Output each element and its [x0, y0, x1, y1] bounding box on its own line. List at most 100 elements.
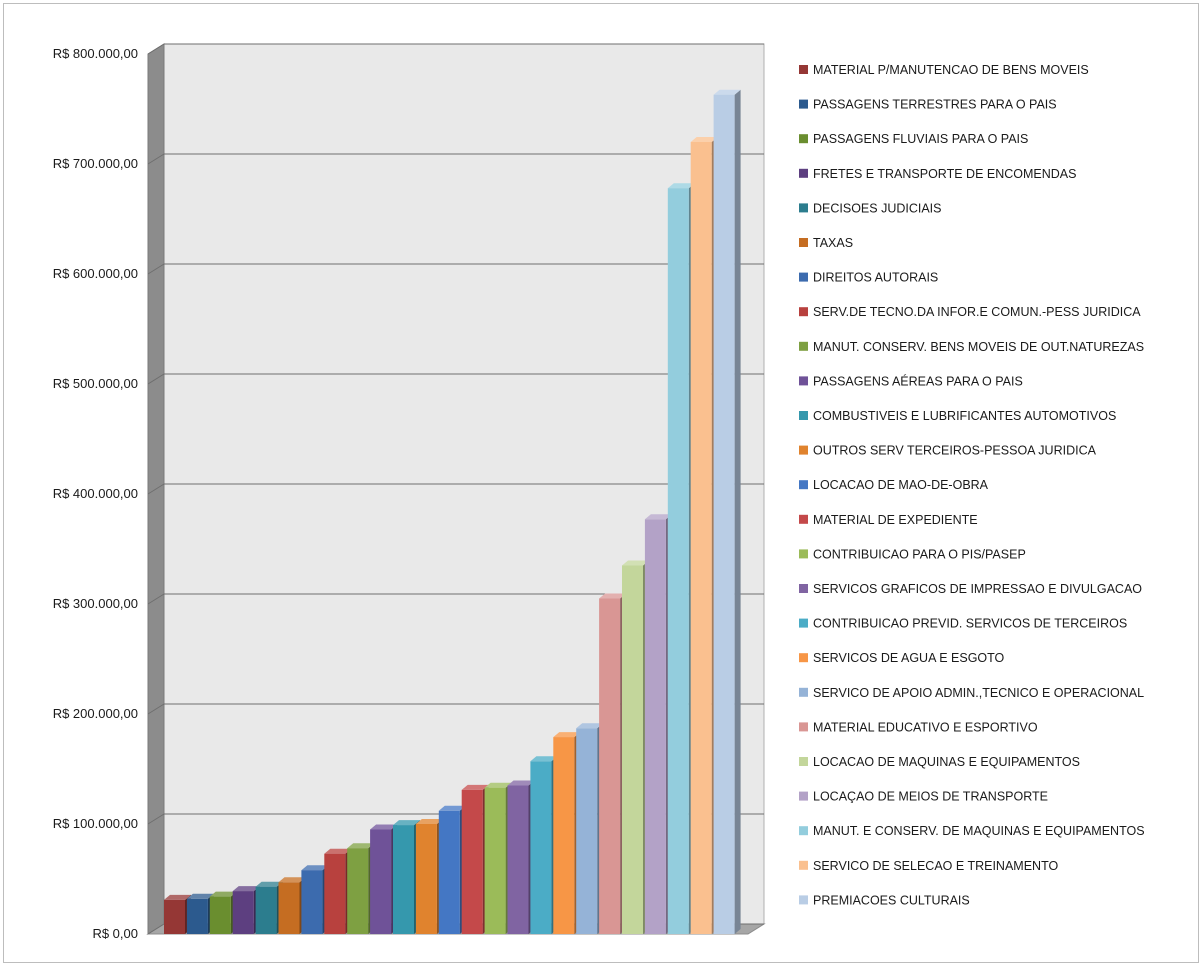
legend-label: DIREITOS AUTORAIS — [813, 271, 938, 285]
legend-item: SERVICOS DE AGUA E ESGOTO — [799, 651, 1005, 665]
bar-top — [667, 183, 695, 189]
bar-front — [622, 565, 643, 934]
legend-label: MATERIAL P/MANUTENCAO DE BENS MOVEIS — [813, 63, 1089, 77]
legend-item: SERVICO DE SELECAO E TREINAMENTO — [799, 859, 1058, 873]
bar-top — [415, 819, 443, 824]
legend-item: MATERIAL P/MANUTENCAO DE BENS MOVEIS — [799, 63, 1089, 77]
legend-label: LOCACAO DE MAQUINAS E EQUIPAMENTOS — [813, 755, 1080, 769]
legend-swatch — [799, 480, 808, 490]
bar-top — [507, 780, 535, 786]
bar-top — [370, 824, 398, 830]
bar-front — [164, 899, 185, 934]
legend-item: PASSAGENS TERRESTRES PARA O PAIS — [799, 98, 1057, 112]
bars — [164, 89, 741, 934]
bar-top — [461, 784, 489, 790]
bar-top — [255, 881, 283, 887]
bar-top — [622, 560, 649, 566]
legend-swatch — [799, 341, 808, 351]
legend-label: FRETES E TRANSPORTE DE ENCOMENDAS — [813, 167, 1076, 181]
legend-swatch — [799, 65, 808, 74]
y-tick-label: R$ 800.000,00 — [53, 46, 138, 61]
legend-swatch — [799, 687, 808, 697]
legend-item: CONTRIBUICAO PARA O PIS/PASEP — [799, 547, 1026, 561]
bar-top — [690, 137, 718, 142]
bar — [713, 89, 741, 934]
bar-front — [576, 728, 598, 934]
gridline-side — [147, 703, 165, 715]
bar-front — [347, 848, 369, 934]
legend-label: SERVICOS DE AGUA E ESGOTO — [813, 651, 1005, 665]
legend-label: PASSAGENS FLUVIAIS PARA O PAIS — [813, 132, 1028, 146]
bar-front — [393, 825, 414, 934]
y-tick-label: R$ 600.000,00 — [53, 266, 138, 281]
legend-label: DECISOES JUDICIAIS — [813, 201, 942, 215]
legend-item: OUTROS SERV TERCEIROS-PESSOA JURIDICA — [799, 444, 1097, 458]
gridline-side — [147, 593, 165, 605]
legend-item: DIREITOS AUTORAIS — [799, 271, 938, 285]
legend-label: MANUT. E CONSERV. DE MAQUINAS E EQUIPAME… — [813, 824, 1145, 838]
bar-top — [599, 593, 627, 599]
legend-swatch — [799, 860, 808, 870]
legend-label: LOCAÇAO DE MEIOS DE TRANSPORTE — [813, 790, 1048, 804]
legend-label: TAXAS — [813, 236, 853, 250]
legend-item: PASSAGENS FLUVIAIS PARA O PAIS — [799, 132, 1028, 146]
legend-swatch — [799, 238, 808, 247]
bar-top — [713, 89, 741, 95]
gridline-side — [147, 373, 165, 385]
legend-swatch — [799, 653, 808, 663]
legend-swatch — [799, 618, 808, 628]
legend-item: DECISOES JUDICIAIS — [799, 201, 942, 215]
legend-item: MATERIAL DE EXPEDIENTE — [799, 513, 978, 527]
bar-front — [690, 142, 712, 934]
bar-top — [347, 843, 375, 849]
legend-label: PASSAGENS AÉREAS PARA O PAIS — [813, 373, 1023, 388]
legend-item: MATERIAL EDUCATIVO E ESPORTIVO — [799, 720, 1038, 734]
legend-swatch — [799, 584, 808, 593]
y-tick-label: R$ 400.000,00 — [53, 486, 138, 501]
bar-front — [667, 188, 689, 934]
legend-item: FRETES E TRANSPORTE DE ENCOMENDAS — [799, 167, 1076, 181]
bar-front — [186, 898, 208, 934]
legend-label: CONTRIBUICAO PARA O PIS/PASEP — [813, 547, 1026, 561]
legend-item: PREMIACOES CULTURAIS — [799, 893, 970, 907]
bar-top — [164, 894, 191, 900]
legend-item: PASSAGENS AÉREAS PARA O PAIS — [799, 373, 1023, 388]
legend-swatch — [799, 168, 808, 178]
y-tick-label: R$ 300.000,00 — [53, 596, 138, 611]
gridline-side — [147, 263, 165, 275]
bar-front — [507, 785, 529, 934]
legend-item: LOCAÇAO DE MEIOS DE TRANSPORTE — [799, 790, 1048, 804]
legend-label: SERV.DE TECNO.DA INFOR.E COMUN.-PESS JUR… — [813, 305, 1141, 319]
bar-top — [553, 732, 581, 738]
legend-swatch — [799, 203, 808, 213]
bar-top — [301, 865, 329, 871]
bar-front — [278, 882, 300, 934]
legend-item: SERV.DE TECNO.DA INFOR.E COMUN.-PESS JUR… — [799, 305, 1141, 319]
gridline-side — [147, 153, 165, 165]
bar-front — [255, 886, 277, 934]
bar-top — [232, 886, 260, 892]
bar-top — [438, 805, 466, 811]
legend-swatch — [799, 134, 808, 144]
legend-swatch — [799, 895, 808, 905]
y-tick-label: R$ 100.000,00 — [53, 816, 138, 831]
legend-item: CONTRIBUICAO PREVID. SERVICOS DE TERCEIR… — [799, 617, 1127, 631]
legend-label: SERVICOS GRAFICOS DE IMPRESSAO E DIVULGA… — [813, 582, 1142, 596]
legend-item: LOCACAO DE MAQUINAS E EQUIPAMENTOS — [799, 755, 1080, 769]
legend-label: LOCACAO DE MAO-DE-OBRA — [813, 478, 989, 492]
bar-front — [461, 789, 483, 934]
legend-label: CONTRIBUICAO PREVID. SERVICOS DE TERCEIR… — [813, 617, 1127, 631]
y-axis-ticks: R$ 0,00 R$ 100.000,00 R$ 200.000,00 R$ 300.… — [53, 46, 138, 941]
gridline-side — [147, 483, 165, 495]
legend-swatch — [799, 376, 808, 386]
bar-top — [209, 891, 237, 897]
legend-swatch — [799, 549, 808, 559]
legend-swatch — [799, 826, 808, 836]
legend-swatch — [799, 791, 808, 801]
bar-front — [438, 810, 460, 934]
legend-swatch — [799, 272, 808, 282]
bar-front — [599, 598, 621, 934]
gridline-side — [147, 43, 165, 55]
bar-front — [301, 870, 323, 934]
legend-label: PASSAGENS TERRESTRES PARA O PAIS — [813, 98, 1057, 112]
